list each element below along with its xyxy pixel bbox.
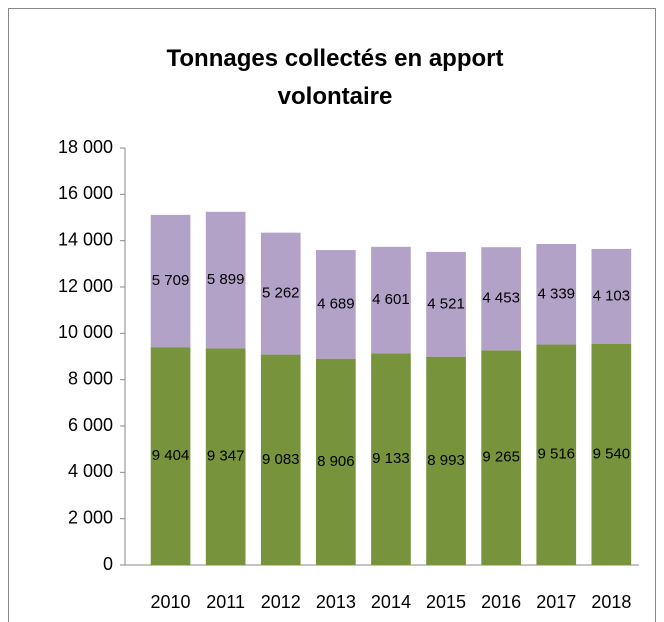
y-tick-label: 10 000: [58, 322, 113, 342]
value-label: 9 347: [207, 448, 245, 465]
x-tick-label: 2012: [261, 592, 301, 612]
value-label: 9 404: [152, 447, 190, 464]
bar-segment: [481, 247, 521, 351]
bar-segment: [481, 350, 521, 565]
y-tick-label: 6 000: [68, 415, 113, 435]
value-label: 4 521: [427, 295, 465, 312]
bar-segment: [316, 358, 356, 565]
value-label: 4 601: [372, 291, 410, 308]
value-label: 4 689: [317, 295, 355, 312]
x-tick-label: 2018: [591, 592, 631, 612]
value-label: 9 516: [537, 446, 575, 463]
bar-segment: [150, 347, 191, 565]
y-tick-label: 8 000: [68, 368, 113, 388]
y-tick-label: 14 000: [58, 229, 113, 249]
value-label: 5 709: [152, 272, 190, 289]
x-tick-label: 2015: [426, 592, 466, 612]
bar-segment: [260, 354, 301, 565]
bar-segment: [536, 244, 577, 345]
chart-title: Tonnages collectés en apport volontaire: [166, 45, 504, 110]
bar-segment: [426, 356, 466, 565]
value-label: 8 906: [317, 453, 355, 470]
bar-segment: [426, 251, 466, 357]
value-label: 5 899: [207, 271, 245, 288]
y-tick-label: 2 000: [68, 507, 113, 527]
value-label: 8 993: [427, 452, 465, 469]
value-label: 4 103: [593, 287, 631, 304]
chart-frame: [8, 8, 656, 622]
bar-segment: [591, 248, 632, 344]
x-tick-label: 2011: [206, 592, 245, 612]
y-tick-label: 0: [103, 554, 113, 574]
bar-segment: [205, 348, 246, 565]
x-tick-label: 2014: [371, 592, 411, 612]
value-label: 4 339: [537, 285, 575, 302]
bar-segment: [260, 232, 301, 355]
bar-segment: [316, 250, 356, 359]
x-tick-label: 2016: [481, 592, 521, 612]
value-label: 9 083: [262, 451, 300, 468]
x-tick-label: 2010: [151, 592, 191, 612]
bar-segment: [371, 246, 411, 354]
y-tick-label: 4 000: [68, 461, 113, 481]
bar-segment: [205, 211, 246, 349]
bar-segment: [371, 353, 411, 565]
value-label: 5 262: [262, 285, 300, 302]
value-label: 9 540: [593, 445, 631, 462]
value-label: 4 453: [482, 290, 520, 307]
bar-segment: [150, 214, 191, 348]
x-tick-label: 2013: [316, 592, 356, 612]
x-tick-label: 2017: [536, 592, 576, 612]
y-tick-label: 18 000: [58, 137, 113, 157]
value-label: 9 133: [372, 450, 410, 467]
bar-segment: [536, 344, 577, 565]
y-tick-label: 12 000: [58, 276, 113, 296]
y-tick-label: 16 000: [58, 183, 113, 203]
bar-segment: [591, 343, 632, 565]
value-label: 9 265: [482, 449, 520, 466]
